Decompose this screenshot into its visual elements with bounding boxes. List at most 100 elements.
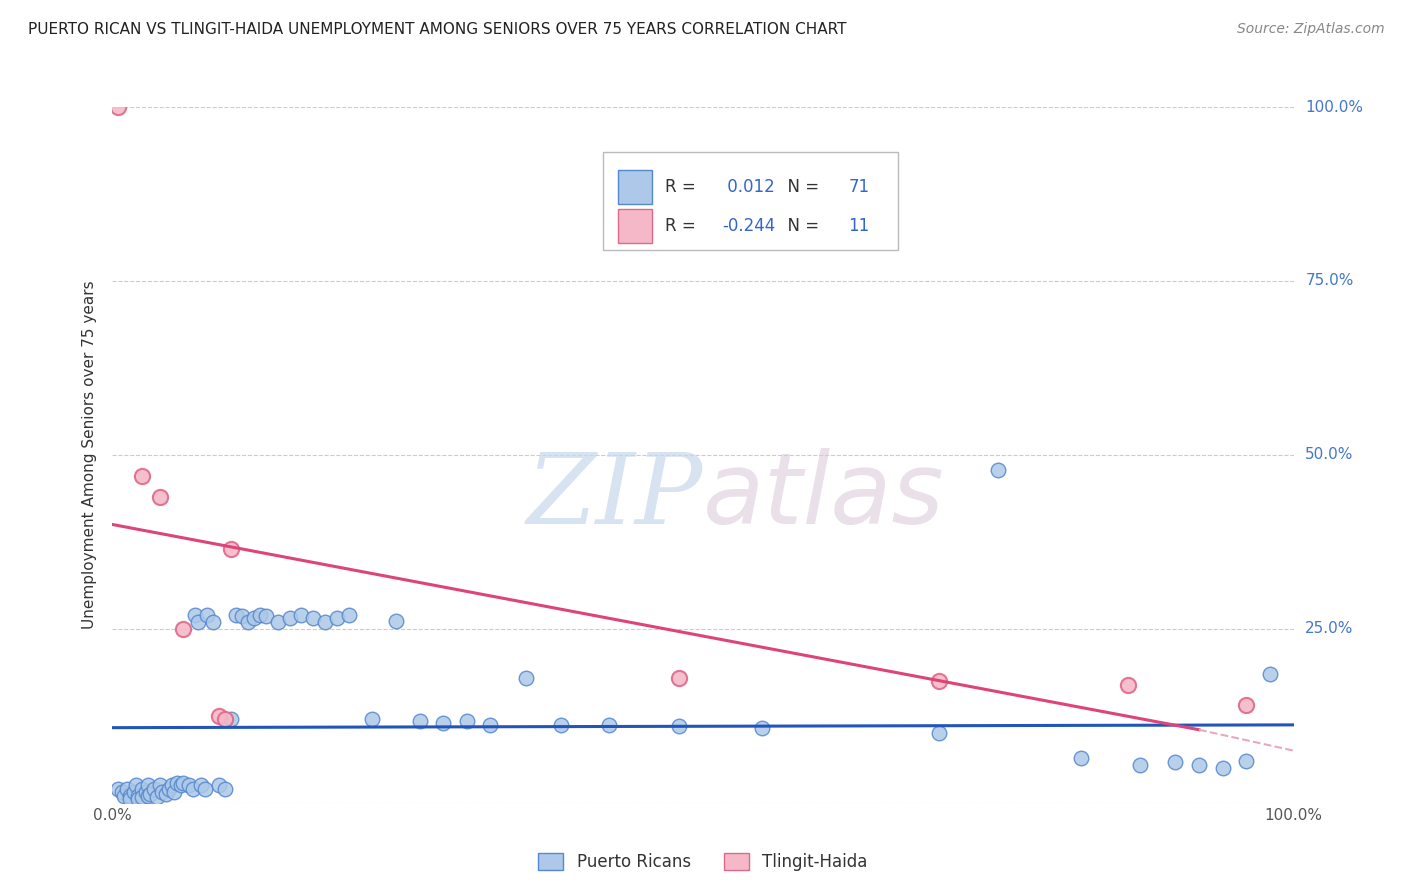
Point — [456, 714, 478, 728]
Point — [149, 490, 172, 504]
Point — [598, 718, 620, 732]
Text: -0.244: -0.244 — [721, 218, 775, 235]
Point — [125, 778, 148, 792]
Point — [157, 781, 180, 796]
Point — [172, 776, 194, 790]
Point — [120, 789, 142, 803]
Point — [214, 712, 236, 726]
Point — [136, 778, 159, 792]
Point — [195, 607, 218, 622]
Text: ZIP: ZIP — [527, 449, 703, 544]
Point — [385, 614, 408, 628]
Point — [160, 778, 183, 792]
Point — [208, 708, 231, 723]
Point — [1234, 754, 1257, 768]
Text: N =: N = — [778, 178, 825, 196]
Point — [219, 712, 242, 726]
Point — [131, 468, 153, 483]
Point — [225, 607, 247, 622]
FancyBboxPatch shape — [619, 210, 652, 244]
Point — [326, 611, 349, 625]
Point — [668, 719, 690, 733]
Point — [136, 789, 159, 803]
Point — [170, 778, 193, 792]
Point — [127, 789, 149, 803]
Point — [120, 792, 142, 806]
Point — [987, 463, 1010, 477]
Text: N =: N = — [778, 218, 825, 235]
Point — [1188, 757, 1211, 772]
Point — [290, 607, 312, 622]
Point — [179, 778, 201, 792]
Text: PUERTO RICAN VS TLINGIT-HAIDA UNEMPLOYMENT AMONG SENIORS OVER 75 YEARS CORRELATI: PUERTO RICAN VS TLINGIT-HAIDA UNEMPLOYME… — [28, 22, 846, 37]
Point — [142, 781, 165, 796]
Point — [107, 100, 129, 114]
Point — [214, 781, 236, 796]
Point — [155, 788, 177, 802]
Text: R =: R = — [665, 178, 702, 196]
Point — [254, 609, 277, 624]
Point — [190, 778, 212, 792]
Text: 11: 11 — [848, 218, 869, 235]
Point — [208, 778, 231, 792]
Point — [1234, 698, 1257, 713]
Point — [107, 781, 129, 796]
Point — [194, 781, 217, 796]
Point — [219, 541, 242, 556]
Point — [231, 609, 253, 624]
Point — [139, 788, 162, 802]
Point — [278, 611, 301, 625]
Point — [361, 712, 384, 726]
Point — [1212, 761, 1234, 775]
Text: 71: 71 — [848, 178, 869, 196]
Point — [149, 778, 172, 792]
Text: 50.0%: 50.0% — [1305, 448, 1354, 462]
Y-axis label: Unemployment Among Seniors over 75 years: Unemployment Among Seniors over 75 years — [82, 281, 97, 629]
Point — [184, 607, 207, 622]
Point — [1258, 667, 1281, 681]
Legend: Puerto Ricans, Tlingit-Haida: Puerto Ricans, Tlingit-Haida — [531, 847, 875, 878]
Point — [238, 615, 260, 629]
Point — [186, 615, 208, 629]
Point — [201, 615, 224, 629]
Point — [1164, 756, 1187, 770]
Point — [302, 611, 325, 625]
FancyBboxPatch shape — [619, 170, 652, 204]
Point — [1116, 677, 1139, 691]
Point — [751, 721, 773, 735]
Point — [115, 781, 138, 796]
Point — [181, 781, 204, 796]
Text: 0.012: 0.012 — [721, 178, 775, 196]
Point — [131, 790, 153, 805]
Point — [172, 622, 194, 636]
Point — [408, 714, 430, 728]
Text: Source: ZipAtlas.com: Source: ZipAtlas.com — [1237, 22, 1385, 37]
Text: 100.0%: 100.0% — [1305, 100, 1364, 114]
Point — [668, 671, 690, 685]
Point — [432, 715, 454, 730]
Text: 75.0%: 75.0% — [1305, 274, 1354, 288]
Text: 25.0%: 25.0% — [1305, 622, 1354, 636]
Text: atlas: atlas — [703, 448, 945, 545]
Point — [166, 776, 188, 790]
Point — [146, 790, 169, 805]
Point — [127, 792, 149, 806]
FancyBboxPatch shape — [603, 153, 898, 250]
Point — [135, 785, 157, 799]
Point — [267, 615, 290, 629]
Point — [111, 785, 134, 799]
Text: R =: R = — [665, 218, 702, 235]
Point — [112, 789, 135, 803]
Point — [928, 726, 950, 740]
Point — [150, 785, 173, 799]
Point — [163, 785, 186, 799]
Point — [131, 781, 153, 796]
Point — [928, 674, 950, 689]
Point — [515, 671, 537, 685]
Point — [1129, 757, 1152, 772]
Point — [479, 718, 502, 732]
Point — [550, 718, 572, 732]
Point — [243, 611, 266, 625]
Point — [337, 607, 360, 622]
Point — [314, 615, 336, 629]
